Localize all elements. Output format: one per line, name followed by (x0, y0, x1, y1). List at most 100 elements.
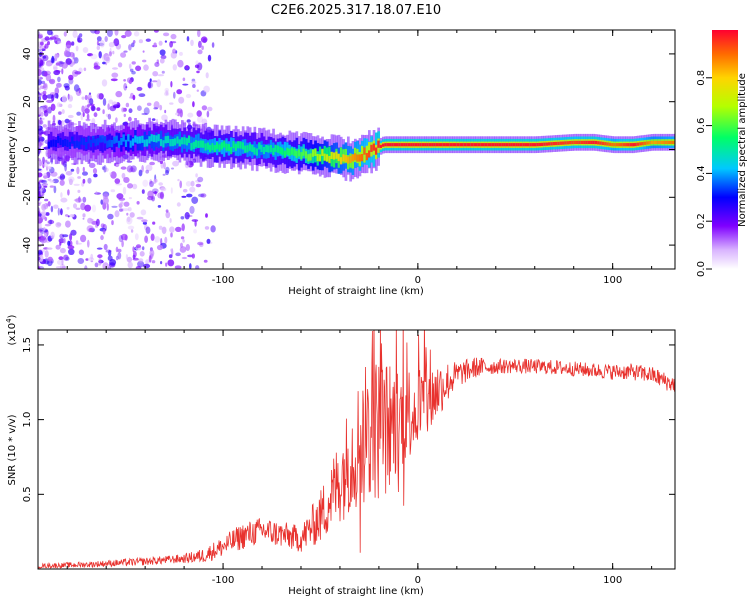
spectrogram-noise-cell (196, 70, 200, 74)
spectrogram-noise-cell (40, 112, 44, 117)
y-tick-label: 1.5 (22, 337, 33, 353)
spectrogram-noise-cell (115, 90, 123, 98)
spectrogram-noise-cell (129, 212, 135, 218)
spectrogram-noise-cell (49, 185, 55, 188)
spectrogram-ridge-cell (99, 136, 102, 152)
spectrogram-noise-cell (190, 180, 195, 187)
snr-y-label: SNR (10 * v/v) (7, 414, 18, 485)
spectrogram-noise-cell (210, 225, 216, 233)
spectrogram-noise-cell (163, 32, 170, 37)
spectrogram-noise-cell (72, 30, 78, 38)
spectrogram-noise-cell (67, 189, 70, 196)
spectrogram-noise-cell (47, 30, 53, 36)
spectrogram-noise-cell (181, 256, 188, 260)
spectrogram-noise-cell (169, 41, 174, 48)
spectrogram-noise-cell (57, 207, 60, 216)
spectrogram-noise-cell (82, 217, 85, 220)
spectrogram-noise-cell (70, 168, 75, 172)
spectrogram-noise-cell (157, 205, 162, 208)
spectrogram-noise-cell (131, 70, 136, 75)
spectrogram-ridge-cell (197, 140, 200, 148)
spectrogram-ridge-cell (82, 138, 86, 146)
spectrogram-ridge-cell (204, 143, 208, 151)
spectrogram-ridge-cell (400, 143, 404, 147)
spectrogram-ridge-cell (382, 143, 385, 147)
spectrogram-noise-cell (136, 201, 140, 205)
spectrogram-noise-cell (69, 233, 73, 241)
spectrogram-noise-cell (44, 43, 49, 49)
spectrogram-noise-cell (170, 51, 177, 59)
spectrogram-noise-cell (38, 231, 42, 237)
spectrogram-noise-cell (149, 180, 154, 188)
spectrogram-noise-cell (67, 93, 70, 100)
spectrogram-ridge-cell (463, 143, 467, 147)
spectrogram-noise-cell (160, 261, 163, 265)
spectrogram-ridge-cell (426, 143, 430, 147)
spectrogram-noise-cell (38, 202, 41, 207)
spectrogram-ridge-cell (178, 139, 182, 147)
spectrogram-noise-cell (182, 188, 188, 193)
spectrogram-noise-cell (114, 210, 120, 218)
spectrogram-noise-cell (172, 48, 177, 54)
spectrogram-ridge-cell (538, 142, 542, 147)
spectrogram-ridge-cell (351, 154, 355, 162)
y-tick-label: 0.5 (22, 486, 33, 502)
spectrogram-ridge-cell (80, 137, 84, 145)
spectrogram-ridge-cell (258, 142, 261, 150)
spectrogram-ridge-cell (108, 139, 112, 147)
spectrogram-noise-cell (142, 179, 149, 187)
spectrogram-noise-cell (197, 49, 203, 55)
spectrogram-ridge-cell (157, 134, 161, 142)
spectrogram-noise-cell (44, 36, 50, 41)
spectrogram-ridge-cell (159, 139, 163, 147)
spectrogram-noise-cell (113, 104, 120, 109)
spectrogram-ridge-cell (143, 131, 147, 146)
spectrogram-noise-cell (111, 205, 118, 208)
spectrogram-noise-cell (197, 176, 204, 183)
spectrogram-noise-cell (39, 117, 42, 120)
spectrogram-noise-cell (106, 203, 109, 211)
spectrogram-noise-cell (135, 65, 142, 72)
spectrogram-noise-cell (75, 197, 82, 203)
spectrogram-noise-cell (127, 207, 132, 212)
spectrogram-ridge-cell (225, 143, 229, 151)
spectrogram-noise-cell (56, 40, 62, 44)
spectrogram-noise-cell (65, 214, 69, 217)
spectrogram-noise-cell (133, 31, 140, 37)
spectrogram-ridge-cell (218, 144, 222, 152)
spectrogram-noise-cell (69, 96, 73, 102)
spectrogram-ridge-cell (297, 149, 301, 157)
spectrogram-noise-cell (194, 64, 200, 69)
spectrogram-ridge-cell (519, 143, 523, 147)
spectrogram-noise-cell (88, 162, 96, 168)
spectrogram-noise-cell (87, 239, 90, 248)
spectrogram-ridge-cell (101, 138, 105, 153)
spectrogram-noise-cell (191, 196, 199, 204)
spectrogram-ridge-cell (92, 138, 95, 153)
spectrogram-noise-cell (154, 236, 161, 243)
spectrogram-ridge-cell (597, 141, 600, 145)
spectrogram-noise-cell (65, 220, 71, 228)
spectrogram-noise-cell (171, 167, 174, 170)
spectrogram-ridge-cell (660, 140, 663, 144)
spectrogram-noise-cell (38, 266, 41, 269)
spectrogram-noise-cell (65, 40, 72, 49)
colorbar: 0.0 0.2 0.4 0.6 0.8 Normalized spectral ampl… (696, 30, 748, 277)
spectrogram-noise-cell (196, 62, 203, 71)
spectrogram-noise-cell (39, 254, 44, 262)
spectrogram-noise-cell (80, 202, 86, 211)
spectrogram-ridge-cell (288, 148, 292, 156)
spectrogram-noise-cell (179, 180, 182, 189)
spectrogram-noise-cell (68, 176, 75, 183)
colorbar-gradient (712, 30, 738, 269)
spectrogram-ridge-cell (417, 143, 420, 147)
spectrogram-ridge-cell (120, 137, 123, 146)
spectrogram-noise-cell (198, 40, 202, 49)
spectrogram-noise-cell (141, 165, 144, 173)
spectrogram-ridge-cell (330, 151, 334, 159)
spectrogram-heatmap (38, 30, 675, 269)
spectrogram-ridge-cell (653, 140, 656, 144)
spectrogram-noise-cell (44, 217, 48, 221)
spectrogram-noise-cell (38, 76, 43, 81)
